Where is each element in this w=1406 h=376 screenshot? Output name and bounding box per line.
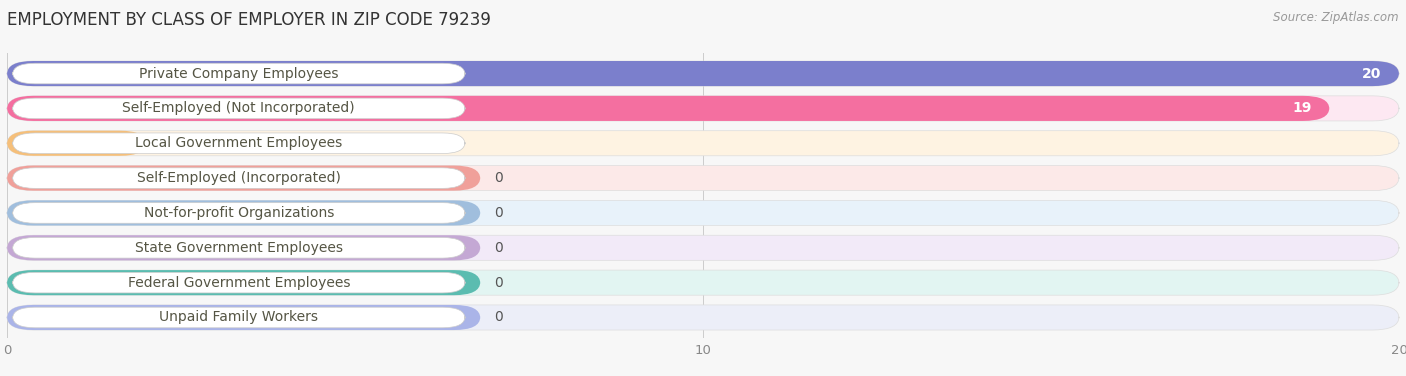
FancyBboxPatch shape (13, 272, 465, 293)
FancyBboxPatch shape (7, 305, 481, 330)
FancyBboxPatch shape (7, 305, 1399, 330)
Text: 0: 0 (495, 241, 503, 255)
FancyBboxPatch shape (7, 61, 1399, 86)
FancyBboxPatch shape (7, 235, 1399, 260)
FancyBboxPatch shape (13, 238, 465, 258)
Text: 0: 0 (495, 206, 503, 220)
Text: 2: 2 (120, 136, 129, 150)
FancyBboxPatch shape (7, 96, 1330, 121)
FancyBboxPatch shape (13, 63, 465, 84)
Text: 20: 20 (1362, 67, 1382, 80)
Text: Self-Employed (Not Incorporated): Self-Employed (Not Incorporated) (122, 102, 356, 115)
Text: EMPLOYMENT BY CLASS OF EMPLOYER IN ZIP CODE 79239: EMPLOYMENT BY CLASS OF EMPLOYER IN ZIP C… (7, 11, 491, 29)
FancyBboxPatch shape (7, 131, 146, 156)
Text: 0: 0 (495, 171, 503, 185)
Text: Source: ZipAtlas.com: Source: ZipAtlas.com (1274, 11, 1399, 24)
FancyBboxPatch shape (7, 200, 481, 226)
FancyBboxPatch shape (13, 168, 465, 188)
Text: 0: 0 (495, 311, 503, 324)
Text: Not-for-profit Organizations: Not-for-profit Organizations (143, 206, 335, 220)
FancyBboxPatch shape (7, 270, 1399, 295)
Text: Federal Government Employees: Federal Government Employees (128, 276, 350, 290)
FancyBboxPatch shape (7, 165, 481, 191)
FancyBboxPatch shape (13, 203, 465, 223)
Text: Local Government Employees: Local Government Employees (135, 136, 343, 150)
Text: 19: 19 (1292, 102, 1312, 115)
Text: Unpaid Family Workers: Unpaid Family Workers (159, 311, 318, 324)
FancyBboxPatch shape (7, 165, 1399, 191)
Text: 0: 0 (495, 276, 503, 290)
FancyBboxPatch shape (7, 235, 481, 260)
Text: State Government Employees: State Government Employees (135, 241, 343, 255)
FancyBboxPatch shape (7, 96, 1399, 121)
Text: Self-Employed (Incorporated): Self-Employed (Incorporated) (136, 171, 340, 185)
FancyBboxPatch shape (7, 61, 1399, 86)
FancyBboxPatch shape (7, 270, 481, 295)
FancyBboxPatch shape (7, 200, 1399, 226)
FancyBboxPatch shape (13, 133, 465, 153)
FancyBboxPatch shape (13, 307, 465, 328)
Text: Private Company Employees: Private Company Employees (139, 67, 339, 80)
FancyBboxPatch shape (7, 131, 1399, 156)
FancyBboxPatch shape (13, 98, 465, 119)
